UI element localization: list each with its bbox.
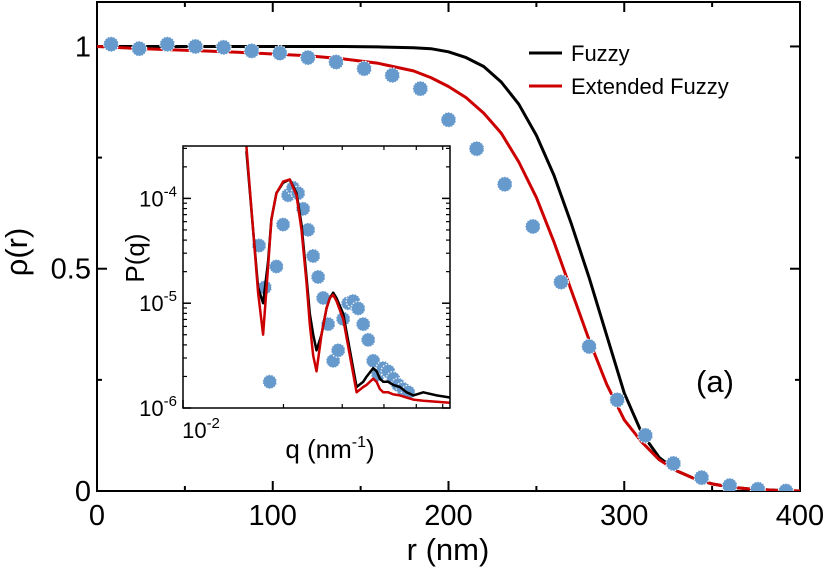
legend-fuzzy-label: Fuzzy: [571, 41, 630, 66]
inset-x-title-exp: -1: [352, 434, 366, 451]
inset-data-point: [305, 248, 321, 264]
inset-data-point: [350, 300, 366, 317]
panel-annotation: (a): [696, 364, 734, 399]
inset-ticks: 10-6 10-5 10-4 10-2: [139, 146, 450, 443]
main-data-point: [665, 455, 682, 472]
inset-plot-frame: [182, 145, 451, 409]
main-data-point: [215, 39, 232, 56]
main-y-tick-label: 1: [75, 31, 91, 63]
inset-x-axis-title: q (nm-1): [285, 434, 374, 464]
inset-data-point: [268, 258, 285, 275]
main-data-point: [721, 477, 738, 491]
main-data-point: [187, 38, 204, 55]
inset-data-point: [310, 269, 326, 285]
main-data-point: [102, 36, 120, 53]
main-data-point: [580, 338, 598, 355]
main-x-tick-label: 200: [424, 500, 472, 532]
main-data-point: [524, 218, 541, 235]
main-y-tick-label: 0: [75, 476, 91, 508]
main-x-tick-label: 0: [89, 500, 105, 532]
main-x-tick-label: 100: [249, 500, 297, 532]
main-data-point: [131, 40, 148, 57]
inset-y-tick-label: 10-6: [139, 393, 177, 421]
main-data-point: [777, 482, 795, 491]
main-data-point: [693, 469, 710, 486]
main-data-point: [271, 45, 288, 62]
inset-data-point: [365, 353, 381, 369]
main-data-point: [243, 42, 260, 60]
main-series: [97, 36, 800, 491]
main-data-point: [299, 49, 316, 66]
inset-y-axis-title: P(q): [120, 233, 150, 282]
inset-y-tick-label: 10-4: [139, 183, 177, 211]
main-data-point: [356, 60, 373, 77]
inset-data-point: [360, 332, 376, 348]
inset-data-point: [275, 217, 291, 233]
inset-series: [245, 146, 450, 405]
main-x-axis-title: r (nm): [407, 532, 490, 567]
main-data-point: [496, 176, 513, 193]
main-data-point: [468, 140, 485, 157]
inset-data-point: [330, 342, 346, 358]
main-data-point: [327, 53, 345, 71]
main-x-tick-label: 300: [600, 500, 648, 532]
legend: Fuzzy Extended Fuzzy: [529, 41, 729, 99]
main-data-point: [412, 80, 429, 97]
legend-extended-fuzzy-label: Extended Fuzzy: [571, 74, 729, 99]
inset-x-title-tail: ): [366, 434, 375, 464]
inset-data-point: [355, 316, 371, 332]
main-y-axis-title: ρ(r): [0, 228, 34, 277]
inset-x-title-base: q (nm: [285, 434, 351, 464]
main-data-point: [609, 391, 626, 408]
main-data-point: [384, 67, 401, 84]
inset-series-line-1: [245, 146, 450, 405]
main-x-tick-label: 400: [776, 500, 824, 532]
main-data-point: [159, 36, 176, 53]
inset-data-point: [262, 374, 278, 390]
main-data-point: [637, 427, 654, 444]
main-data-point: [552, 273, 570, 291]
inset-y-tick-label: 10-5: [139, 288, 177, 316]
main-ticks: 0 100 200 300 400 0 0.5 1: [51, 2, 824, 532]
inset-x-tick-label: 10-2: [182, 415, 220, 443]
main-data-point: [440, 111, 457, 128]
main-y-tick-label: 0.5: [51, 254, 91, 286]
main-data-point: [749, 481, 766, 491]
